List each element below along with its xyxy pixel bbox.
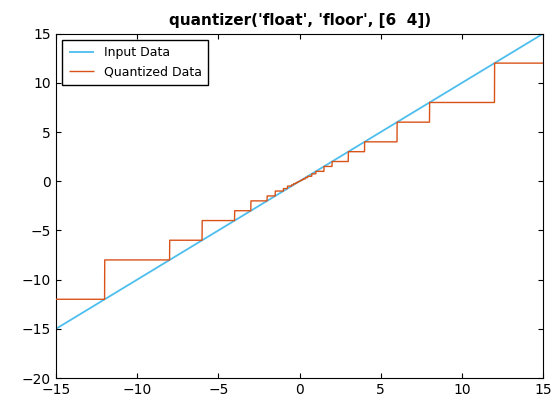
Quantized Data xyxy=(491,60,498,66)
Quantized Data xyxy=(540,60,547,66)
Input Data xyxy=(540,31,547,36)
Input Data xyxy=(478,69,484,74)
Quantized Data xyxy=(240,208,246,213)
Input Data xyxy=(137,275,144,280)
Title: quantizer('float', 'floor', [6  4]): quantizer('float', 'floor', [6 4]) xyxy=(169,13,431,28)
Quantized Data xyxy=(108,257,115,262)
Quantized Data xyxy=(53,297,59,302)
Input Data xyxy=(240,213,246,218)
Line: Input Data: Input Data xyxy=(56,34,543,329)
Quantized Data xyxy=(478,100,484,105)
Input Data xyxy=(53,326,59,331)
Legend: Input Data, Quantized Data: Input Data, Quantized Data xyxy=(62,40,208,84)
Line: Quantized Data: Quantized Data xyxy=(56,63,543,299)
Quantized Data xyxy=(260,198,267,203)
Input Data xyxy=(260,200,267,205)
Quantized Data xyxy=(137,257,144,262)
Input Data xyxy=(108,293,115,298)
Quantized Data xyxy=(530,60,537,66)
Input Data xyxy=(530,37,537,42)
